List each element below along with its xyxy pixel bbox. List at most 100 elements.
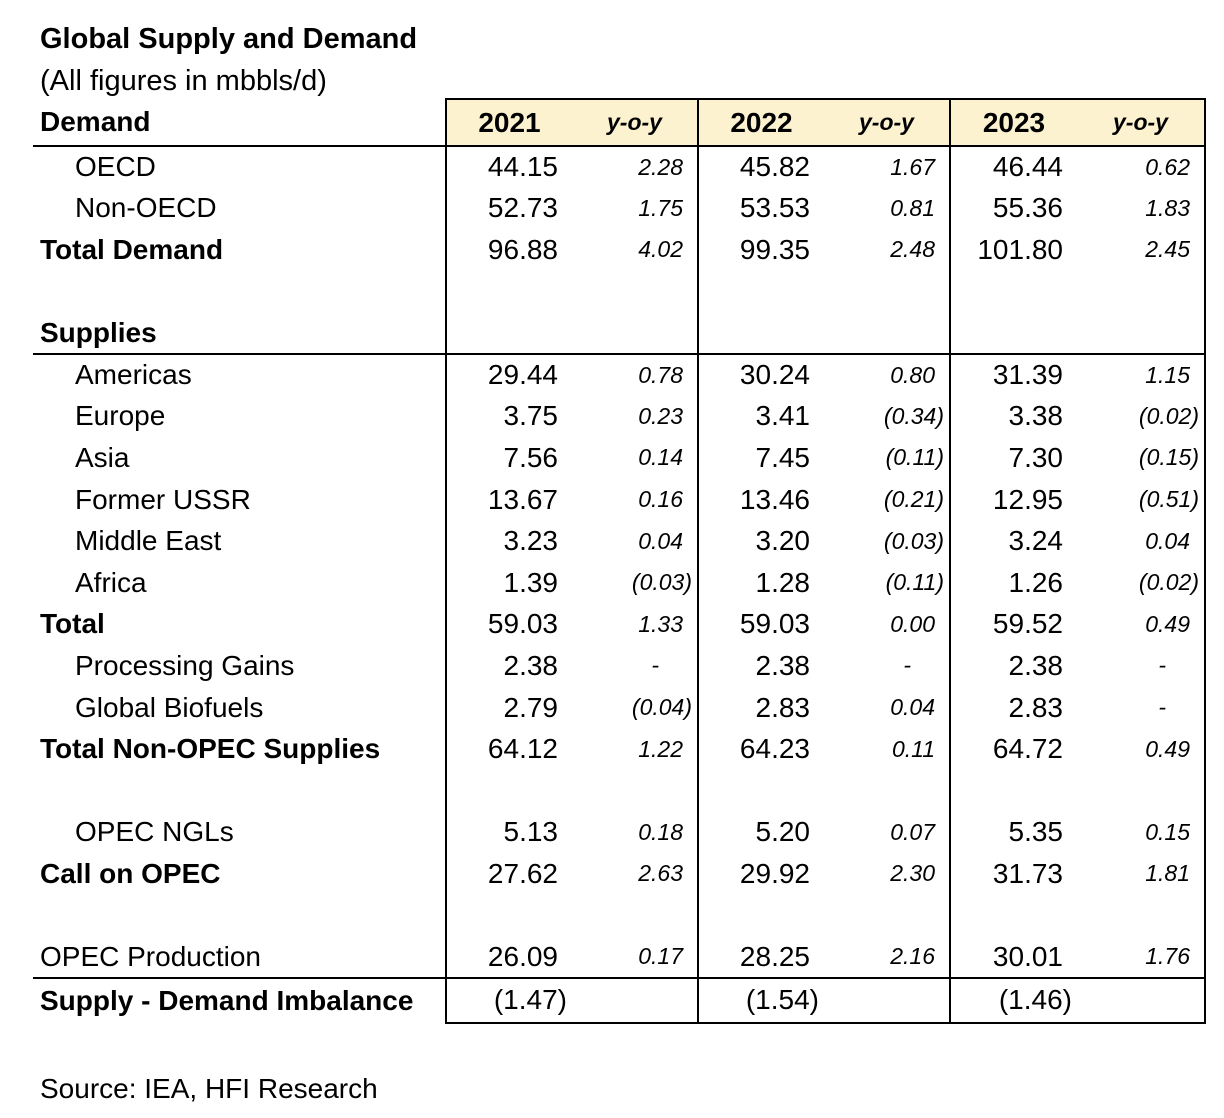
cell-yoy: -: [1077, 645, 1206, 687]
cell-yoy: 2.28: [638, 153, 683, 180]
cell-yoy: [824, 312, 950, 355]
table-row: Non-OECD 52.73 1.75 53.53 0.81 55.36 1.83: [33, 187, 1206, 230]
row-label: OPEC NGLs: [75, 816, 234, 848]
cell-yoy: [572, 977, 698, 1024]
cell-yoy: 0.04: [1077, 520, 1206, 562]
cell-value: [445, 312, 572, 355]
row-label: Non-OECD: [75, 192, 217, 224]
cell-value: 1.28: [697, 561, 824, 604]
cell-yoy: (0.11): [885, 569, 944, 596]
cell-value: 2.79: [445, 686, 572, 729]
cell-value: [697, 270, 824, 313]
cell-yoy: (0.04): [631, 694, 692, 721]
cell-yoy: 0.81: [890, 194, 935, 221]
row-label: OPEC Production: [33, 936, 446, 979]
table-row: Europe 3.75 0.23 3.41 (0.34) 3.38 (0.02): [33, 395, 1206, 438]
cell-yoy: 1.81: [1077, 853, 1206, 895]
cell-yoy: 0.14: [638, 444, 683, 471]
header-year-2022: 2022: [697, 98, 824, 147]
cell-yoy: [1077, 894, 1206, 937]
cell-yoy: 0.80: [890, 361, 935, 388]
cell-value: [445, 769, 572, 812]
cell-value: 29.92: [697, 853, 824, 895]
table-row: Total 59.03 1.33 59.03 0.00 59.52 0.49: [33, 603, 1206, 646]
cell-yoy: 1.33: [638, 610, 683, 637]
cell-value: 55.36: [949, 187, 1077, 230]
cell-yoy: [1077, 977, 1206, 1024]
cell-yoy: (0.15): [1077, 437, 1206, 479]
cell-value: 7.56: [445, 437, 572, 479]
table-row: Processing Gains 2.38-2.38-2.38-: [33, 645, 1206, 687]
cell-yoy: 2.45: [1077, 229, 1206, 271]
cell-yoy: (0.34): [883, 402, 944, 429]
cell-yoy: [572, 312, 698, 355]
cell-value: 1.26: [949, 561, 1077, 604]
cell-value: 12.95: [949, 478, 1077, 521]
table-row: Call on OPEC 27.62 2.63 29.92 2.30 31.73 1.81: [33, 853, 1206, 895]
row-label: Processing Gains: [75, 649, 295, 681]
cell-yoy: 2.16: [824, 936, 950, 979]
cell-value: 5.13: [445, 811, 572, 854]
cell-yoy: 0.04: [638, 527, 683, 554]
row-label: Middle East: [75, 525, 222, 557]
row-label: Americas: [75, 359, 192, 391]
cell-value: 64.12: [445, 728, 572, 770]
cell-value: [445, 270, 572, 313]
cell-yoy: 2.30: [890, 860, 935, 887]
cell-yoy: [1077, 312, 1206, 355]
table-row: Asia 7.56 0.14 7.45 (0.11) 7.30 (0.15): [33, 437, 1206, 479]
cell-value: 59.03: [445, 603, 572, 646]
row-label: Global Biofuels: [75, 691, 264, 723]
cell-value: (1.54): [697, 977, 824, 1024]
table-row: Supply - Demand Imbalance (1.47) (1.54) (1.…: [33, 977, 1206, 1024]
cell-yoy: (0.11): [885, 444, 944, 471]
row-label: Total: [40, 608, 105, 640]
cell-yoy: 1.22: [638, 735, 683, 762]
cell-yoy: [572, 770, 698, 812]
page-subtitle: (All figures in mbbls/d): [40, 65, 327, 97]
cell-value: 3.38: [949, 395, 1077, 438]
cell-value: 59.03: [697, 603, 824, 646]
cell-yoy: 2.63: [638, 860, 683, 887]
header-year-2021: 2021: [445, 98, 572, 147]
cell-value: 7.45: [697, 437, 824, 479]
cell-value: 13.67: [445, 478, 572, 521]
cell-yoy: [824, 895, 950, 937]
cell-value: [949, 270, 1077, 313]
header-row: Demand 2021 y-o-y 2022 y-o-y 2023 y-o-y: [33, 98, 1206, 147]
cell-yoy: 0.17: [572, 936, 698, 979]
cell-value: 27.62: [445, 853, 572, 895]
row-label: Call on OPEC: [40, 857, 221, 889]
cell-yoy: 0.49: [1077, 603, 1206, 646]
cell-yoy: 1.67: [890, 153, 935, 180]
table-row: Total Demand 96.88 4.02 99.35 2.48 101.80 2.45: [33, 229, 1206, 271]
cell-yoy: 2.48: [890, 236, 935, 263]
row-label: [33, 770, 446, 812]
cell-yoy: -: [903, 652, 911, 679]
cell-value: 31.39: [949, 353, 1077, 396]
cell-value: [949, 894, 1077, 937]
row-label: [33, 895, 446, 937]
row-label: Former USSR: [75, 483, 251, 515]
cell-value: (1.46): [949, 977, 1077, 1024]
cell-yoy: 4.02: [638, 236, 683, 263]
cell-value: 26.09: [445, 936, 572, 979]
cell-value: [697, 769, 824, 812]
cell-value: 2.38: [445, 645, 572, 687]
cell-yoy: (0.03): [883, 527, 944, 554]
cell-value: 64.23: [697, 728, 824, 770]
cell-value: 2.83: [697, 686, 824, 729]
header-yoy-2023: y-o-y: [1077, 98, 1206, 147]
cell-yoy: 0.62: [1077, 146, 1206, 188]
cell-value: [697, 312, 824, 355]
cell-value: [697, 894, 824, 937]
cell-yoy: (0.03): [631, 569, 692, 596]
cell-yoy: 0.07: [890, 818, 935, 845]
cell-yoy: (0.02): [1077, 395, 1206, 438]
page-title: Global Supply and Demand: [40, 23, 418, 55]
row-label: OECD: [75, 151, 156, 183]
row-label: Supplies: [33, 312, 446, 355]
cell-value: 31.73: [949, 853, 1077, 895]
cell-yoy: [1077, 769, 1206, 812]
table-row: [33, 769, 1206, 812]
